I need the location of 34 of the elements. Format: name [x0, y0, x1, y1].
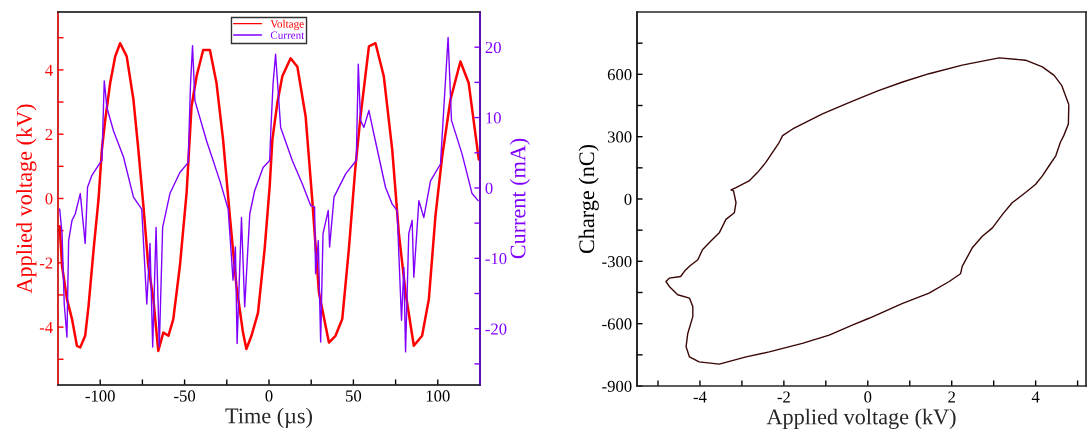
x-tick-label: -100	[85, 390, 115, 402]
y-tick-label: -300	[602, 256, 632, 268]
y2-axis-title: Current (mA)	[509, 138, 531, 259]
legend-label: Current	[270, 31, 305, 39]
y2-tick-label: 20	[485, 41, 501, 54]
y-tick-label: -900	[602, 380, 632, 392]
y-tick-label: 600	[607, 69, 632, 81]
x-axis-title: Applied voltage (kV)	[766, 408, 956, 429]
y-tick-label: 2	[45, 128, 53, 140]
y-axis-title: Applied voltage (kV)	[16, 104, 37, 294]
x-tick-label: 50	[346, 390, 362, 402]
y2-tick-label: -10	[485, 253, 507, 265]
y-tick-label: 0	[45, 193, 53, 205]
x-tick-label: 4	[1031, 391, 1040, 403]
y-tick-label: -600	[602, 318, 632, 330]
y-tick-label: 0	[624, 193, 632, 205]
x-tick-label: -4	[693, 391, 707, 403]
y2-tick-label: -20	[485, 323, 507, 335]
x-tick-label: 0	[265, 390, 273, 402]
x-tick-label: -2	[777, 391, 790, 403]
y2-tick-label: 0	[485, 182, 493, 194]
y-tick-label: -4	[39, 321, 53, 333]
y-tick-label: 300	[607, 131, 632, 143]
legend-label: Voltage	[270, 19, 304, 30]
x-tick-label: 0	[864, 391, 872, 403]
y-axis-title: Charge (nC)	[578, 144, 599, 254]
y2-tick-label: 10	[486, 112, 501, 124]
x-axis-title: Time (µs)	[225, 407, 312, 428]
x-tick-label: 2	[948, 391, 955, 403]
x-tick-label: 100	[426, 390, 450, 402]
x-tick-label: -50	[174, 390, 196, 402]
y-tick-label: -2	[39, 257, 53, 269]
line-series	[665, 57, 1070, 365]
y-tick-label: 4	[45, 64, 53, 76]
